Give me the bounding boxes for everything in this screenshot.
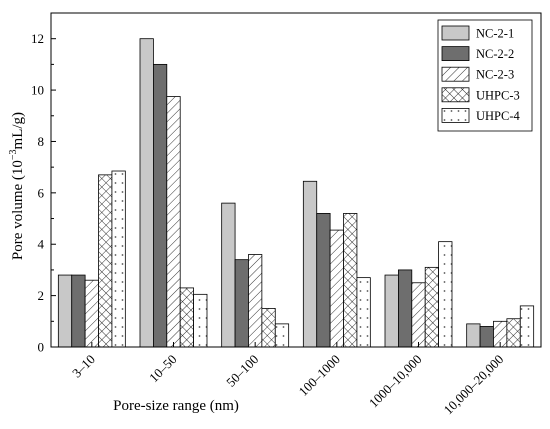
bar-nc-2-1-4: [302, 180, 318, 348]
x-tick-label: 10–50: [146, 352, 180, 386]
y-tick-label: 12: [31, 31, 44, 46]
bar-nc-2-3-2: [166, 96, 181, 348]
bar-nc-2-2-3: [234, 259, 249, 348]
bar-nc-2-2-5: [397, 269, 413, 348]
x-tick-label: 1000–10,000: [366, 352, 425, 411]
y-tick-label: 2: [38, 288, 45, 303]
bar-nc-2-2-4: [316, 212, 331, 348]
x-tick-label: 10,000–20,000: [441, 352, 507, 418]
bar-uhpc-4-2: [193, 293, 208, 348]
y-tick-label: 8: [38, 134, 45, 149]
y-axis-label-exponent: −3: [8, 149, 19, 160]
bar-nc-2-3-4: [329, 229, 344, 348]
legend: NC-2-1 NC-2-2 NC-2-3 UHPC-3 UHPC-4: [437, 19, 533, 132]
bar-nc-2-2-6: [479, 326, 494, 348]
bar-uhpc-4-6: [519, 305, 535, 348]
y-axis-label-suffix: mL/g): [10, 112, 26, 150]
bar-nc-2-1-6: [466, 323, 481, 348]
legend-label-uhpc-4: UHPC-4: [476, 109, 521, 123]
bar-uhpc-3-3: [261, 308, 276, 348]
bar-uhpc-3-6: [506, 318, 521, 348]
x-axis-label: Pore-size range (nm): [113, 398, 239, 414]
bar-uhpc-4-4: [356, 277, 371, 348]
bar-uhpc-4-1: [111, 170, 126, 348]
bar-uhpc-4-5: [438, 241, 453, 348]
legend-label-uhpc-3: UHPC-3: [476, 88, 520, 102]
y-tick-label: 6: [38, 185, 45, 200]
legend-label-nc-2-1: NC-2-1: [476, 27, 514, 41]
plot-frame: [50, 12, 542, 348]
bar-nc-2-1-3: [221, 202, 236, 348]
bar-nc-2-3-1: [84, 279, 99, 348]
bar-nc-2-1-5: [384, 274, 399, 348]
bar-nc-2-3-3: [248, 254, 263, 348]
legend-swatch-nc-2-1: [441, 25, 470, 41]
legend-swatch-nc-2-2: [441, 46, 470, 61]
bar-uhpc-3-1: [98, 174, 113, 348]
y-tick-label: 4: [38, 237, 45, 252]
legend-label-nc-2-3: NC-2-3: [476, 68, 514, 82]
y-axis-label-prefix: Pore volume (10: [10, 160, 26, 260]
y-tick-label: 10: [31, 83, 44, 98]
x-tick-label: 50–100: [223, 352, 261, 390]
bar-nc-2-2-1: [71, 274, 86, 348]
legend-swatch-nc-2-3: [441, 66, 470, 82]
bar-nc-2-1-1: [57, 274, 73, 348]
bars-layer: [57, 38, 535, 348]
legend-swatch-uhpc-3: [441, 87, 470, 103]
y-axis-label: Pore volume (10−3mL/g): [8, 112, 26, 260]
legend-swatch-uhpc-4: [441, 108, 470, 123]
x-tick-label: 100–1000: [296, 352, 343, 399]
bar-nc-2-3-5: [411, 282, 426, 348]
legend-label-nc-2-2: NC-2-2: [476, 47, 514, 61]
bar-nc-2-2-2: [152, 63, 168, 348]
y-tick-label: 0: [38, 340, 45, 355]
bar-nc-2-1-2: [139, 38, 154, 348]
bar-uhpc-4-3: [274, 323, 290, 348]
bar-uhpc-3-5: [424, 266, 440, 348]
bar-uhpc-3-4: [343, 212, 358, 348]
x-tick-label: 3–10: [69, 352, 98, 381]
bar-uhpc-3-2: [179, 287, 194, 348]
